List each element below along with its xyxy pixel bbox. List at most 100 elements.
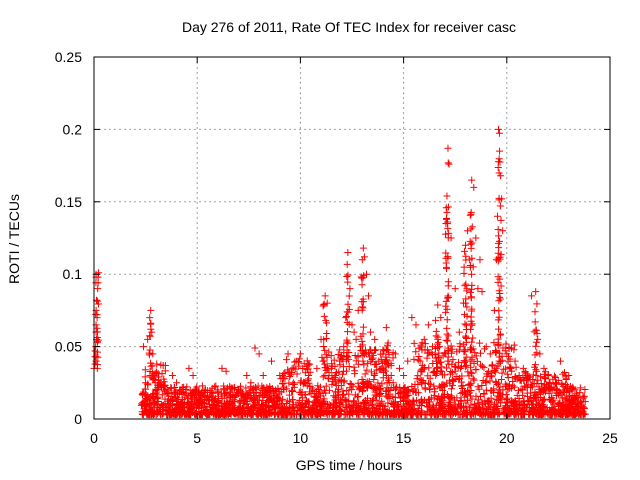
data-point: [468, 239, 476, 247]
data-point: [511, 397, 519, 405]
y-tick-label: 0.15: [55, 194, 82, 210]
data-point: [226, 393, 234, 401]
data-point: [536, 350, 544, 358]
data-point: [578, 410, 586, 418]
data-point: [486, 377, 494, 385]
data-point: [217, 410, 225, 418]
data-point: [347, 381, 355, 389]
data-point: [320, 410, 328, 418]
data-point: [221, 400, 229, 408]
data-point: [142, 395, 150, 403]
data-point: [149, 392, 157, 400]
data-point: [360, 272, 368, 280]
data-point: [519, 364, 527, 372]
data-point: [491, 368, 499, 376]
data-point: [149, 350, 157, 358]
data-point: [463, 353, 471, 361]
data-point: [237, 382, 245, 390]
data-point: [375, 389, 383, 397]
data-point: [462, 241, 470, 249]
y-tick-label: 0.25: [55, 49, 82, 65]
data-point: [446, 404, 454, 412]
data-point: [569, 383, 577, 391]
data-point: [230, 398, 238, 406]
data-point: [461, 357, 469, 365]
data-point: [504, 357, 512, 365]
data-point: [442, 308, 450, 316]
data-point: [410, 339, 418, 347]
data-point: [443, 192, 451, 200]
data-point: [457, 389, 465, 397]
data-point: [340, 343, 348, 351]
data-point: [206, 393, 214, 401]
data-point: [429, 359, 437, 367]
data-point: [172, 401, 180, 409]
data-point: [211, 410, 219, 418]
data-point: [495, 307, 503, 315]
data-point: [361, 370, 369, 378]
data-point: [191, 391, 199, 399]
data-point: [558, 380, 566, 388]
data-point: [565, 372, 573, 380]
data-point: [320, 336, 328, 344]
data-point: [451, 285, 459, 293]
data-point: [283, 356, 291, 364]
data-point: [468, 370, 476, 378]
data-point: [449, 356, 457, 364]
data-point: [478, 398, 486, 406]
data-point: [319, 373, 327, 381]
data-point: [495, 325, 503, 333]
data-point: [472, 352, 480, 360]
data-point: [520, 377, 528, 385]
data-point: [146, 399, 154, 407]
data-point: [476, 349, 484, 357]
data-point: [330, 356, 338, 364]
data-point: [275, 395, 283, 403]
data-point: [444, 144, 452, 152]
data-point: [150, 399, 158, 407]
data-point: [313, 396, 321, 404]
data-point: [345, 320, 353, 328]
data-point: [460, 346, 468, 354]
data-point: [346, 285, 354, 293]
data-point: [499, 344, 507, 352]
data-point: [358, 337, 366, 345]
data-point: [461, 320, 469, 328]
data-point: [443, 208, 451, 216]
data-point: [204, 409, 212, 417]
data-point: [277, 388, 285, 396]
data-point: [494, 278, 502, 286]
data-point: [580, 392, 588, 400]
data-point: [476, 339, 484, 347]
data-point: [447, 385, 455, 393]
data-point: [153, 403, 161, 411]
data-point: [496, 331, 504, 339]
data-point: [321, 360, 329, 368]
data-point: [432, 411, 440, 419]
data-point: [463, 303, 471, 311]
data-point: [382, 387, 390, 395]
data-point: [442, 215, 450, 223]
data-point: [432, 327, 440, 335]
data-point: [533, 338, 541, 346]
data-point: [400, 393, 408, 401]
data-point: [523, 372, 531, 380]
data-point: [344, 339, 352, 347]
data-point: [391, 350, 399, 358]
data-point: [479, 411, 487, 419]
data-point: [467, 288, 475, 296]
data-point: [416, 357, 424, 365]
data-point: [511, 372, 519, 380]
data-point: [551, 379, 559, 387]
data-point: [255, 350, 263, 358]
data-point: [529, 401, 537, 409]
data-point: [478, 362, 486, 370]
data-point: [320, 399, 328, 407]
data-point: [359, 330, 367, 338]
data-point: [353, 393, 361, 401]
data-point: [231, 409, 239, 417]
data-point: [214, 386, 222, 394]
data-point: [305, 406, 313, 414]
data-point: [363, 366, 371, 374]
data-point: [239, 409, 247, 417]
